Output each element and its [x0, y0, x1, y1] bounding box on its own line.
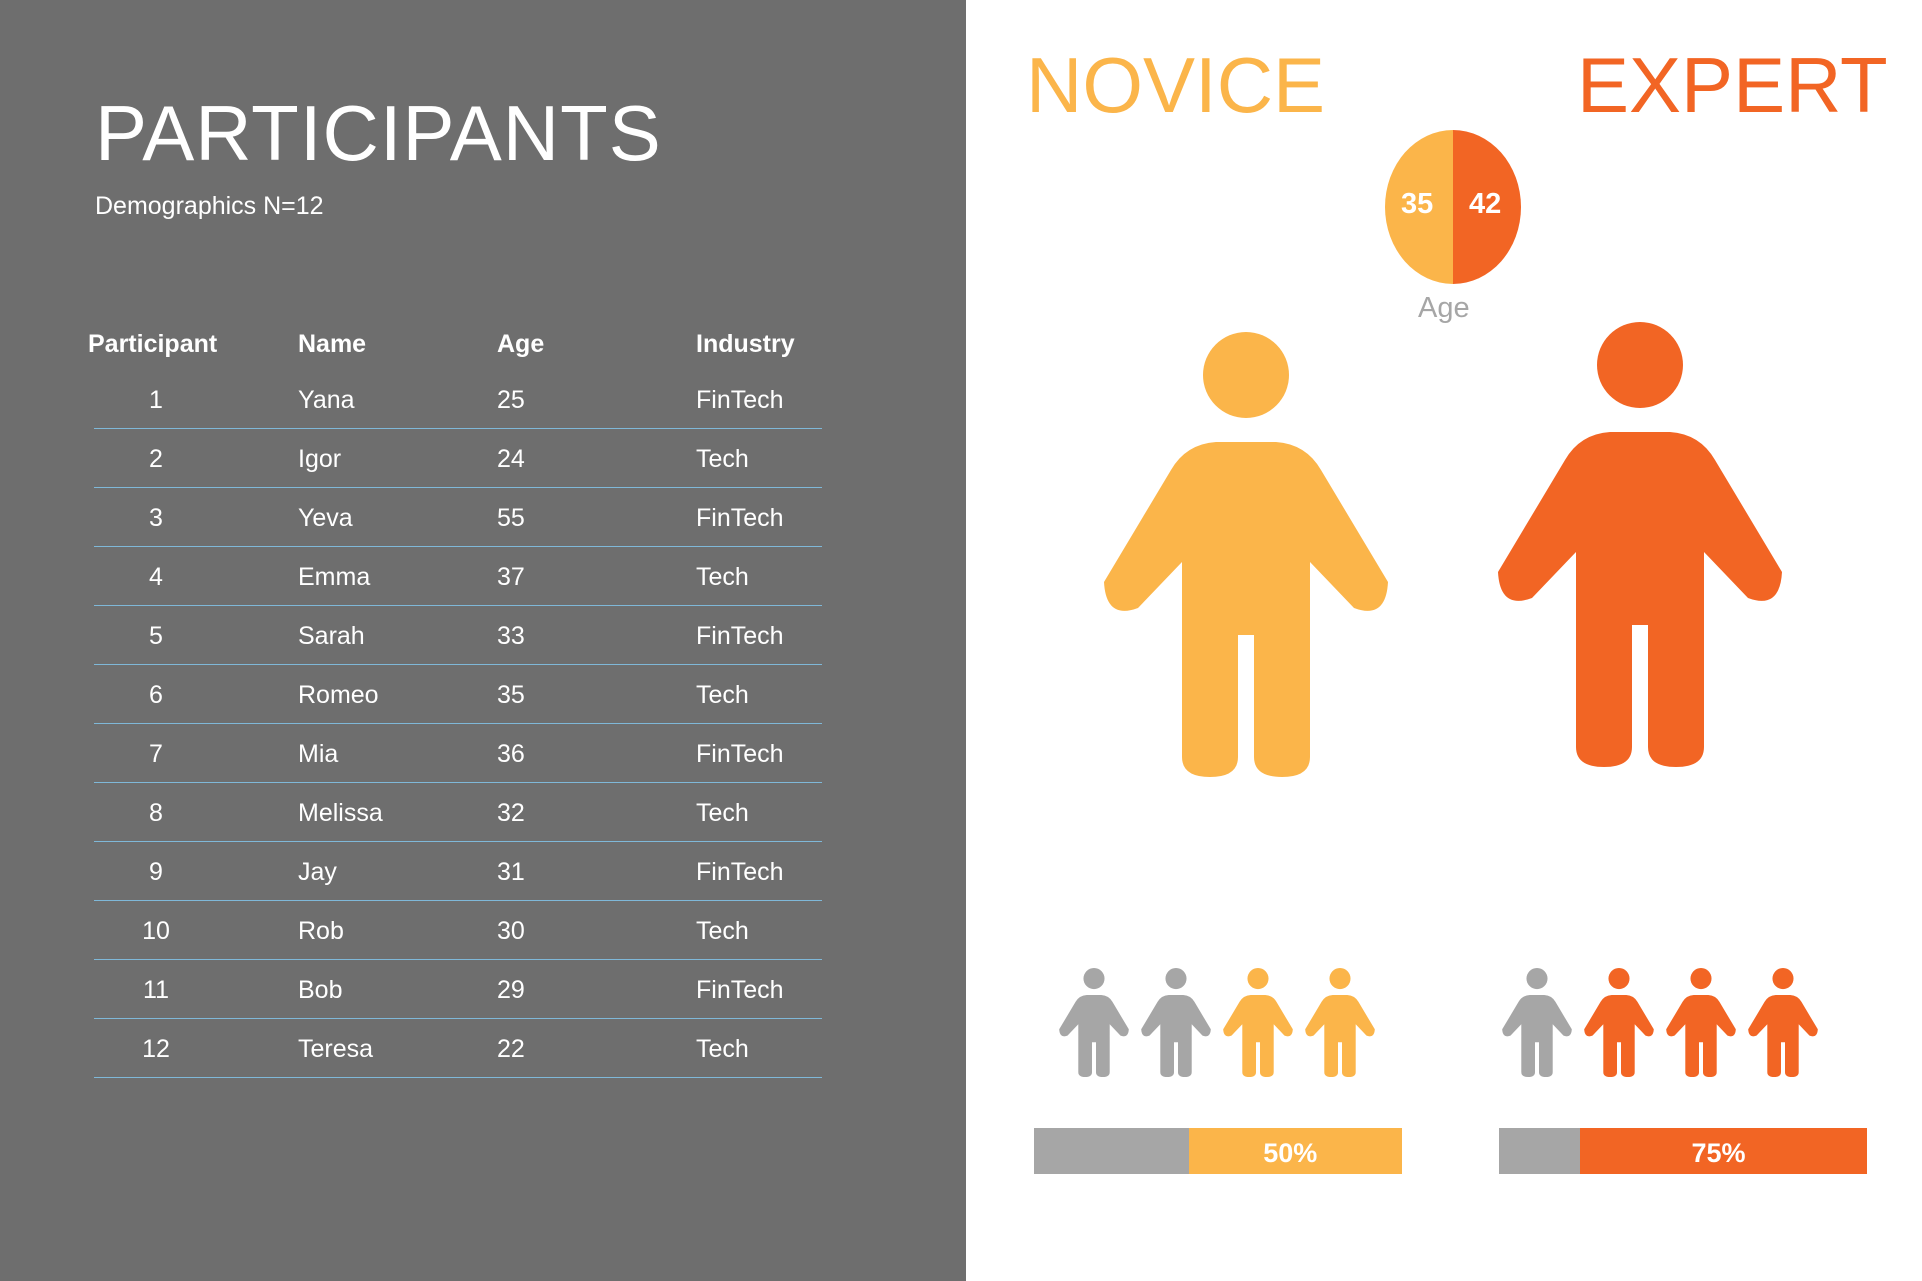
cell-name: Igor: [298, 445, 342, 473]
person-icon: [1584, 968, 1654, 1077]
cell-participant: 9: [149, 858, 163, 886]
cell-industry: FinTech: [696, 976, 784, 1004]
expert-age-half: [1453, 130, 1521, 284]
cell-name: Mia: [298, 740, 339, 768]
cell-name: Rob: [298, 917, 344, 945]
cell-age: 37: [497, 563, 525, 591]
cell-age: 25: [497, 386, 525, 414]
subtitle: Demographics N=12: [95, 192, 324, 220]
cell-name: Jay: [298, 858, 337, 886]
table-row: 6 Romeo 35 Tech: [94, 665, 822, 724]
novice-age-half: [1385, 130, 1453, 284]
cell-age: 35: [497, 681, 525, 709]
page-title: PARTICIPANTS: [95, 89, 662, 177]
cell-participant: 2: [149, 445, 163, 473]
cell-name: Melissa: [298, 799, 383, 827]
header-industry: Industry: [696, 330, 795, 358]
bar-fill: [1579, 1128, 1867, 1174]
novice-people-group: [1059, 968, 1375, 1077]
cell-industry: Tech: [696, 563, 749, 591]
cell-industry: Tech: [696, 799, 749, 827]
cell-name: Teresa: [298, 1035, 374, 1063]
novice-percent-label: 50%: [1263, 1138, 1318, 1168]
table-row: 10 Rob 30 Tech: [94, 901, 822, 960]
cell-industry: FinTech: [696, 386, 784, 414]
expert-person-icon: [1498, 322, 1782, 767]
header-age: Age: [497, 330, 545, 358]
novice-person-icon: [1104, 332, 1388, 777]
cell-industry: FinTech: [696, 858, 784, 886]
cell-participant: 7: [149, 740, 163, 768]
cell-participant: 3: [149, 504, 163, 532]
table-row: 12 Teresa 22 Tech: [94, 1019, 822, 1078]
person-icon: [1748, 968, 1818, 1077]
cell-age: 24: [497, 445, 525, 473]
table-body: 1 Yana 25 FinTech 2 Igor 24 Tech 3 Yeva 55 FinTech 4…: [94, 370, 822, 1078]
cell-participant: 4: [149, 563, 163, 591]
cell-industry: Tech: [696, 681, 749, 709]
person-icon: [1059, 968, 1129, 1077]
person-icon: [1141, 968, 1211, 1077]
cell-participant: 6: [149, 681, 163, 709]
table-row: 1 Yana 25 FinTech: [94, 370, 822, 429]
novice-age-value: 35: [1401, 188, 1434, 220]
expert-heading: EXPERT: [1577, 41, 1888, 129]
cell-age: 32: [497, 799, 525, 827]
cell-participant: 1: [149, 386, 163, 414]
person-icon: [1498, 322, 1782, 767]
person-icon: [1666, 968, 1736, 1077]
table-row: 3 Yeva 55 FinTech: [94, 488, 822, 547]
novice-heading: NOVICE: [1026, 41, 1326, 129]
table-row: 5 Sarah 33 FinTech: [94, 606, 822, 665]
participants-table: Participant Name Age Industry 1 Yana 25 Fin…: [88, 320, 822, 1078]
table-row: 7 Mia 36 FinTech: [94, 724, 822, 783]
cell-industry: FinTech: [696, 622, 784, 650]
cell-participant: 5: [149, 622, 163, 650]
cell-industry: Tech: [696, 445, 749, 473]
cell-age: 33: [497, 622, 525, 650]
expert-percent-label: 75%: [1691, 1138, 1746, 1168]
cell-industry: FinTech: [696, 504, 784, 532]
header-participant: Participant: [88, 330, 218, 358]
cell-age: 30: [497, 917, 525, 945]
cell-age: 22: [497, 1035, 525, 1063]
cell-name: Bob: [298, 976, 343, 1004]
person-icon: [1502, 968, 1572, 1077]
table-row: 11 Bob 29 FinTech: [94, 960, 822, 1019]
cell-industry: Tech: [696, 1035, 749, 1063]
cell-industry: FinTech: [696, 740, 784, 768]
cell-age: 55: [497, 504, 525, 532]
cell-industry: Tech: [696, 917, 749, 945]
table-header: Participant Name Age Industry: [88, 320, 822, 370]
cell-age: 36: [497, 740, 525, 768]
cell-participant: 10: [142, 917, 170, 945]
cell-age: 31: [497, 858, 525, 886]
cell-name: Romeo: [298, 681, 379, 709]
table-row: 9 Jay 31 FinTech: [94, 842, 822, 901]
expert-age-value: 42: [1469, 188, 1502, 220]
cell-name: Yana: [298, 386, 355, 414]
table-row: 4 Emma 37 Tech: [94, 547, 822, 606]
table-row: 8 Melissa 32 Tech: [94, 783, 822, 842]
person-icon: [1223, 968, 1293, 1077]
age-label: Age: [1418, 292, 1470, 324]
cell-name: Emma: [298, 563, 371, 591]
bar-fill: [1188, 1128, 1402, 1174]
expert-percent-bar: 75%: [1499, 1128, 1867, 1174]
cell-name: Yeva: [298, 504, 353, 532]
age-comparison-badge: 35 42: [1385, 130, 1521, 284]
expert-people-group: [1502, 968, 1818, 1077]
participants-panel: PARTICIPANTS Demographics N=12 Participa…: [0, 0, 966, 1281]
person-icon: [1305, 968, 1375, 1077]
cell-participant: 8: [149, 799, 163, 827]
header-name: Name: [298, 330, 367, 358]
cell-name: Sarah: [298, 622, 365, 650]
table-row: 2 Igor 24 Tech: [94, 429, 822, 488]
cell-participant: 11: [143, 976, 169, 1004]
person-icon: [1104, 332, 1388, 777]
cell-age: 29: [497, 976, 525, 1004]
novice-percent-bar: 50%: [1034, 1128, 1402, 1174]
cell-participant: 12: [142, 1035, 170, 1063]
